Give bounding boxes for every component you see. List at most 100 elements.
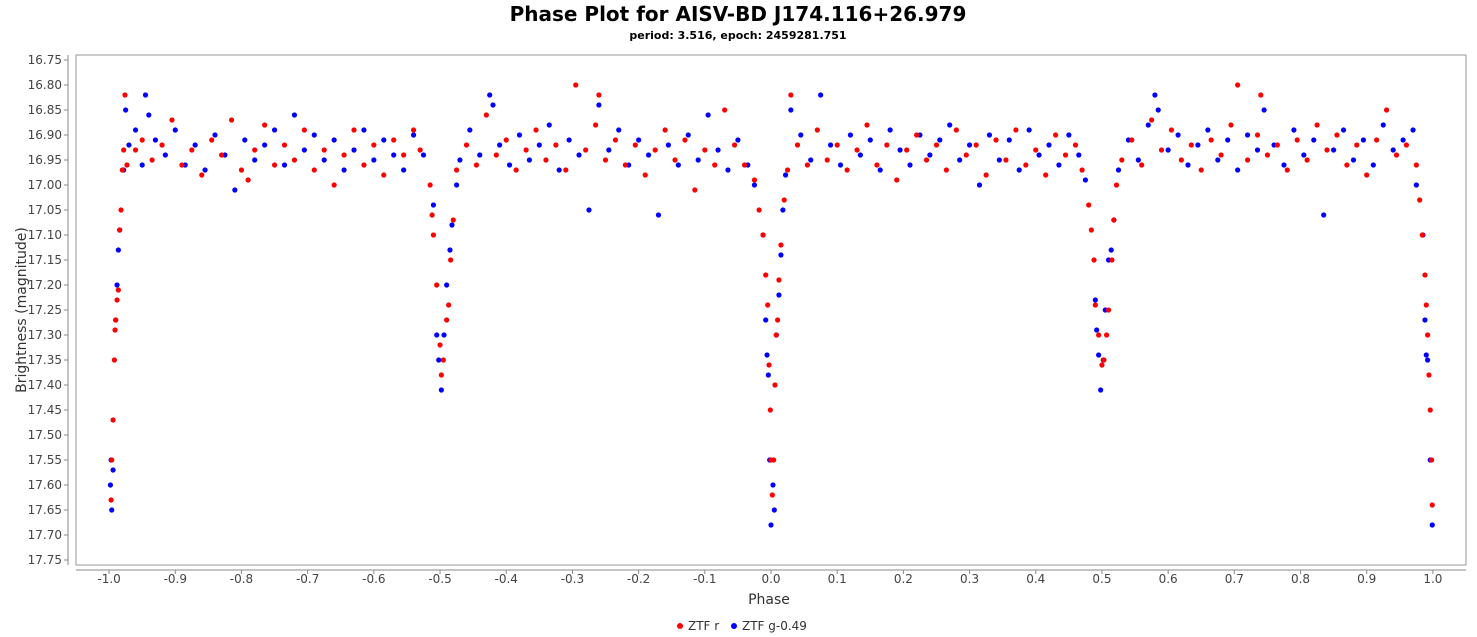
data-point <box>331 137 337 143</box>
data-point <box>576 152 582 158</box>
data-point <box>1301 152 1307 158</box>
data-point <box>523 147 529 153</box>
data-point <box>1254 147 1261 153</box>
data-point <box>1168 127 1175 133</box>
data-point <box>1321 212 1327 218</box>
data-point <box>1244 132 1251 138</box>
y-tick-label: 17.15 <box>28 253 62 267</box>
data-point <box>142 92 149 98</box>
data-point <box>1215 157 1221 163</box>
data-point <box>1016 167 1022 173</box>
x-tick-label: 1.0 <box>1423 572 1442 586</box>
data-point <box>864 122 870 128</box>
data-point <box>1079 167 1085 173</box>
data-point <box>682 137 688 143</box>
data-point <box>1235 167 1241 173</box>
data-point <box>401 152 407 158</box>
data-point <box>513 167 519 173</box>
data-point <box>606 147 612 153</box>
y-tick-label: 16.95 <box>28 153 62 167</box>
data-point <box>1205 127 1211 133</box>
data-point <box>1152 92 1158 98</box>
x-tick-label: 0.5 <box>1092 572 1111 586</box>
x-tick-label: -1.0 <box>97 572 120 586</box>
data-point <box>109 457 115 463</box>
data-point <box>189 147 195 153</box>
data-point <box>776 292 782 298</box>
data-point <box>776 277 782 283</box>
data-points <box>107 82 1435 528</box>
data-point <box>1417 197 1423 203</box>
y-tick-label: 17.25 <box>28 303 62 317</box>
data-point <box>1072 142 1079 148</box>
data-point <box>381 172 387 178</box>
data-point <box>341 152 347 158</box>
y-tick-label: 17.40 <box>28 378 62 392</box>
data-point <box>301 127 307 133</box>
y-tick-label: 16.85 <box>28 103 62 117</box>
data-point <box>159 142 165 148</box>
data-point <box>1423 302 1429 308</box>
data-point <box>118 207 124 213</box>
data-point <box>232 187 238 193</box>
data-point <box>705 112 711 118</box>
data-point <box>556 167 562 173</box>
data-point <box>966 142 973 148</box>
data-point <box>867 137 873 143</box>
data-point <box>526 157 533 163</box>
data-point <box>1413 162 1419 168</box>
data-point <box>1111 217 1117 223</box>
data-point <box>1311 137 1317 143</box>
data-point <box>983 172 989 178</box>
data-point <box>291 112 298 118</box>
y-tick-label: 17.75 <box>28 553 62 567</box>
y-tick-label: 17.30 <box>28 328 62 342</box>
data-point <box>271 162 278 168</box>
y-tick-label: 17.35 <box>28 353 62 367</box>
data-point <box>986 132 993 138</box>
data-point <box>172 127 178 133</box>
data-point <box>1026 127 1032 133</box>
data-point <box>467 127 473 133</box>
data-point <box>847 132 854 138</box>
x-tick-label: 0.8 <box>1291 572 1310 586</box>
data-point <box>887 127 893 133</box>
data-point <box>770 482 776 488</box>
data-point <box>1145 122 1151 128</box>
data-point <box>818 92 824 98</box>
data-point <box>781 197 787 203</box>
data-point <box>1235 82 1241 88</box>
data-point <box>1426 372 1432 378</box>
data-point <box>490 102 496 108</box>
data-point <box>202 167 208 173</box>
data-point <box>1400 137 1406 143</box>
x-tick-label: 0.3 <box>960 572 979 586</box>
data-point <box>331 182 337 188</box>
x-tick-label: -0.3 <box>561 572 584 586</box>
legend-marker-ztf-r <box>677 623 683 629</box>
data-point <box>904 147 910 153</box>
data-point <box>1006 137 1012 143</box>
data-point <box>665 142 672 148</box>
data-point <box>1053 132 1059 138</box>
data-point <box>321 147 327 153</box>
data-point <box>546 122 552 128</box>
data-point <box>583 147 589 153</box>
y-tick-label: 16.75 <box>28 53 62 67</box>
data-point <box>923 157 930 163</box>
data-point <box>857 152 863 158</box>
data-point <box>1096 352 1102 358</box>
data-point <box>794 142 801 148</box>
data-point <box>957 157 963 163</box>
y-tick-label: 16.80 <box>28 78 62 92</box>
data-point <box>1088 227 1094 233</box>
data-point <box>115 287 121 293</box>
data-point <box>645 152 652 158</box>
data-point <box>162 152 168 158</box>
x-tick-label: 0.2 <box>894 572 913 586</box>
data-point <box>301 147 307 153</box>
data-point <box>1086 202 1092 208</box>
data-point <box>1374 137 1380 143</box>
data-point <box>775 317 781 323</box>
data-point <box>725 167 731 173</box>
